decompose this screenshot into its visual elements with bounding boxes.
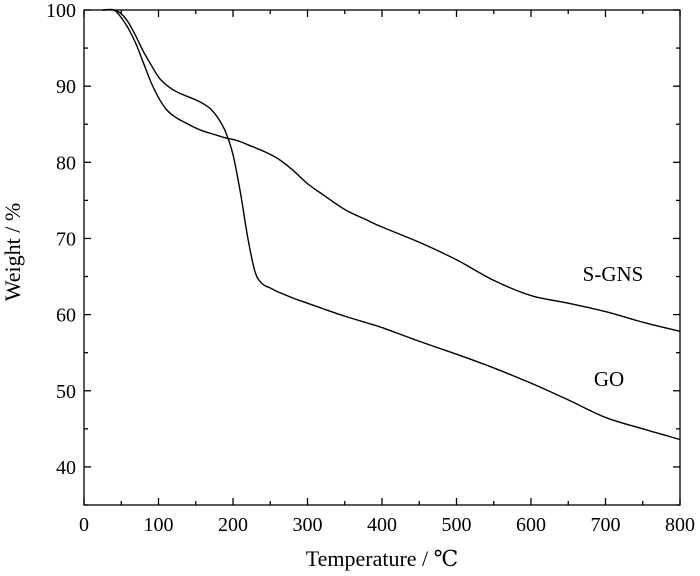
axis-ticks <box>83 9 681 506</box>
x-axis-title: Temperature / ℃ <box>306 546 459 571</box>
series-line-s-gns <box>102 9 681 441</box>
y-tick-label: 90 <box>56 76 76 98</box>
x-tick-labels: 0 100 200 300 400 500 600 700 800 <box>79 514 695 536</box>
y-tick-label: 100 <box>46 0 76 22</box>
y-tick-label: 70 <box>56 228 76 250</box>
x-tick-label: 700 <box>591 514 621 536</box>
y-axis-title: Weight / % <box>0 203 25 301</box>
series-line-go <box>102 8 681 333</box>
series-label-s-gns: S-GNS <box>583 262 644 286</box>
y-tick-label: 40 <box>56 457 76 479</box>
series-label-go: GO <box>594 367 624 391</box>
x-tick-label: 0 <box>79 514 89 536</box>
x-tick-label: 500 <box>442 514 472 536</box>
x-tick-label: 400 <box>367 514 397 536</box>
x-tick-label: 300 <box>293 514 323 536</box>
x-tick-label: 800 <box>665 514 695 536</box>
series-lines <box>102 8 681 441</box>
series-annotations: S-GNS GO <box>583 262 644 391</box>
x-tick-label: 100 <box>144 514 174 536</box>
x-tick-label: 200 <box>218 514 248 536</box>
x-tick-label: 600 <box>516 514 546 536</box>
y-tick-labels: 40 50 60 70 80 90 100 <box>46 0 76 479</box>
y-tick-label: 80 <box>56 152 76 174</box>
plot-frame <box>83 9 681 506</box>
y-tick-label: 50 <box>56 381 76 403</box>
y-tick-label: 60 <box>56 305 76 327</box>
